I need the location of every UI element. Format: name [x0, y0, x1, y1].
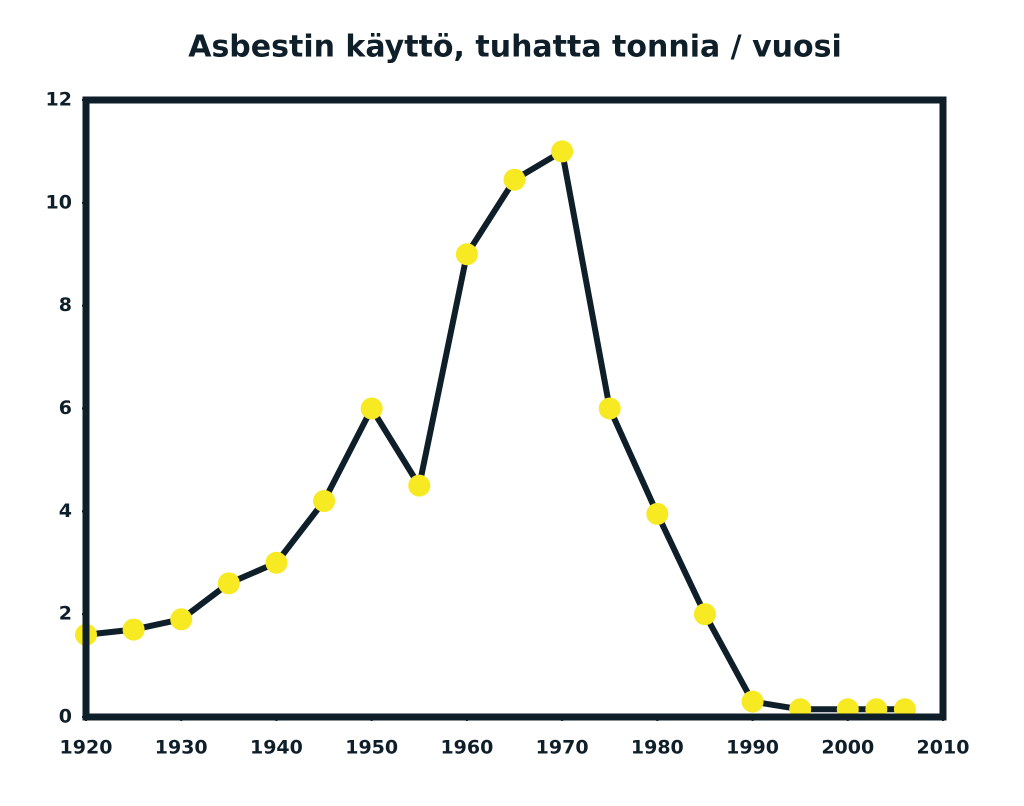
x-tick-label: 2000 — [821, 737, 874, 759]
data-point — [741, 690, 764, 713]
x-tick-label: 1920 — [60, 737, 113, 759]
x-tick-label: 1990 — [726, 737, 779, 759]
plot-area — [75, 140, 916, 721]
y-tick-label: 4 — [59, 500, 72, 522]
x-tick-label: 1970 — [536, 737, 589, 759]
data-point — [408, 474, 431, 497]
data-line — [85, 148, 905, 713]
y-tick-label: 6 — [59, 397, 72, 419]
x-tick-label: 1980 — [631, 737, 684, 759]
data-point — [693, 603, 716, 626]
data-point — [598, 397, 621, 420]
y-tick-label: 0 — [59, 706, 72, 728]
chart-title: Asbestin käyttö, tuhatta tonnia / vuosi — [188, 30, 842, 65]
data-point — [360, 397, 383, 420]
data-point — [265, 551, 288, 574]
y-tick-label: 12 — [46, 89, 72, 111]
x-tick-label: 1930 — [155, 737, 208, 759]
data-point — [170, 608, 193, 631]
y-tick-label: 10 — [46, 191, 72, 213]
data-point — [503, 168, 526, 191]
plot-frame — [82, 96, 947, 721]
data-point — [551, 140, 574, 163]
data-point — [122, 618, 145, 641]
x-tick-label: 2010 — [917, 737, 970, 759]
x-tick-label: 1940 — [250, 737, 303, 759]
y-tick-label: 2 — [59, 603, 72, 625]
x-tick-label: 1950 — [345, 737, 398, 759]
data-point — [646, 502, 669, 525]
data-point — [217, 572, 240, 595]
y-tick-label: 8 — [59, 294, 72, 316]
data-point — [455, 243, 478, 266]
x-tick-label: 1960 — [440, 737, 493, 759]
data-point — [313, 490, 336, 513]
